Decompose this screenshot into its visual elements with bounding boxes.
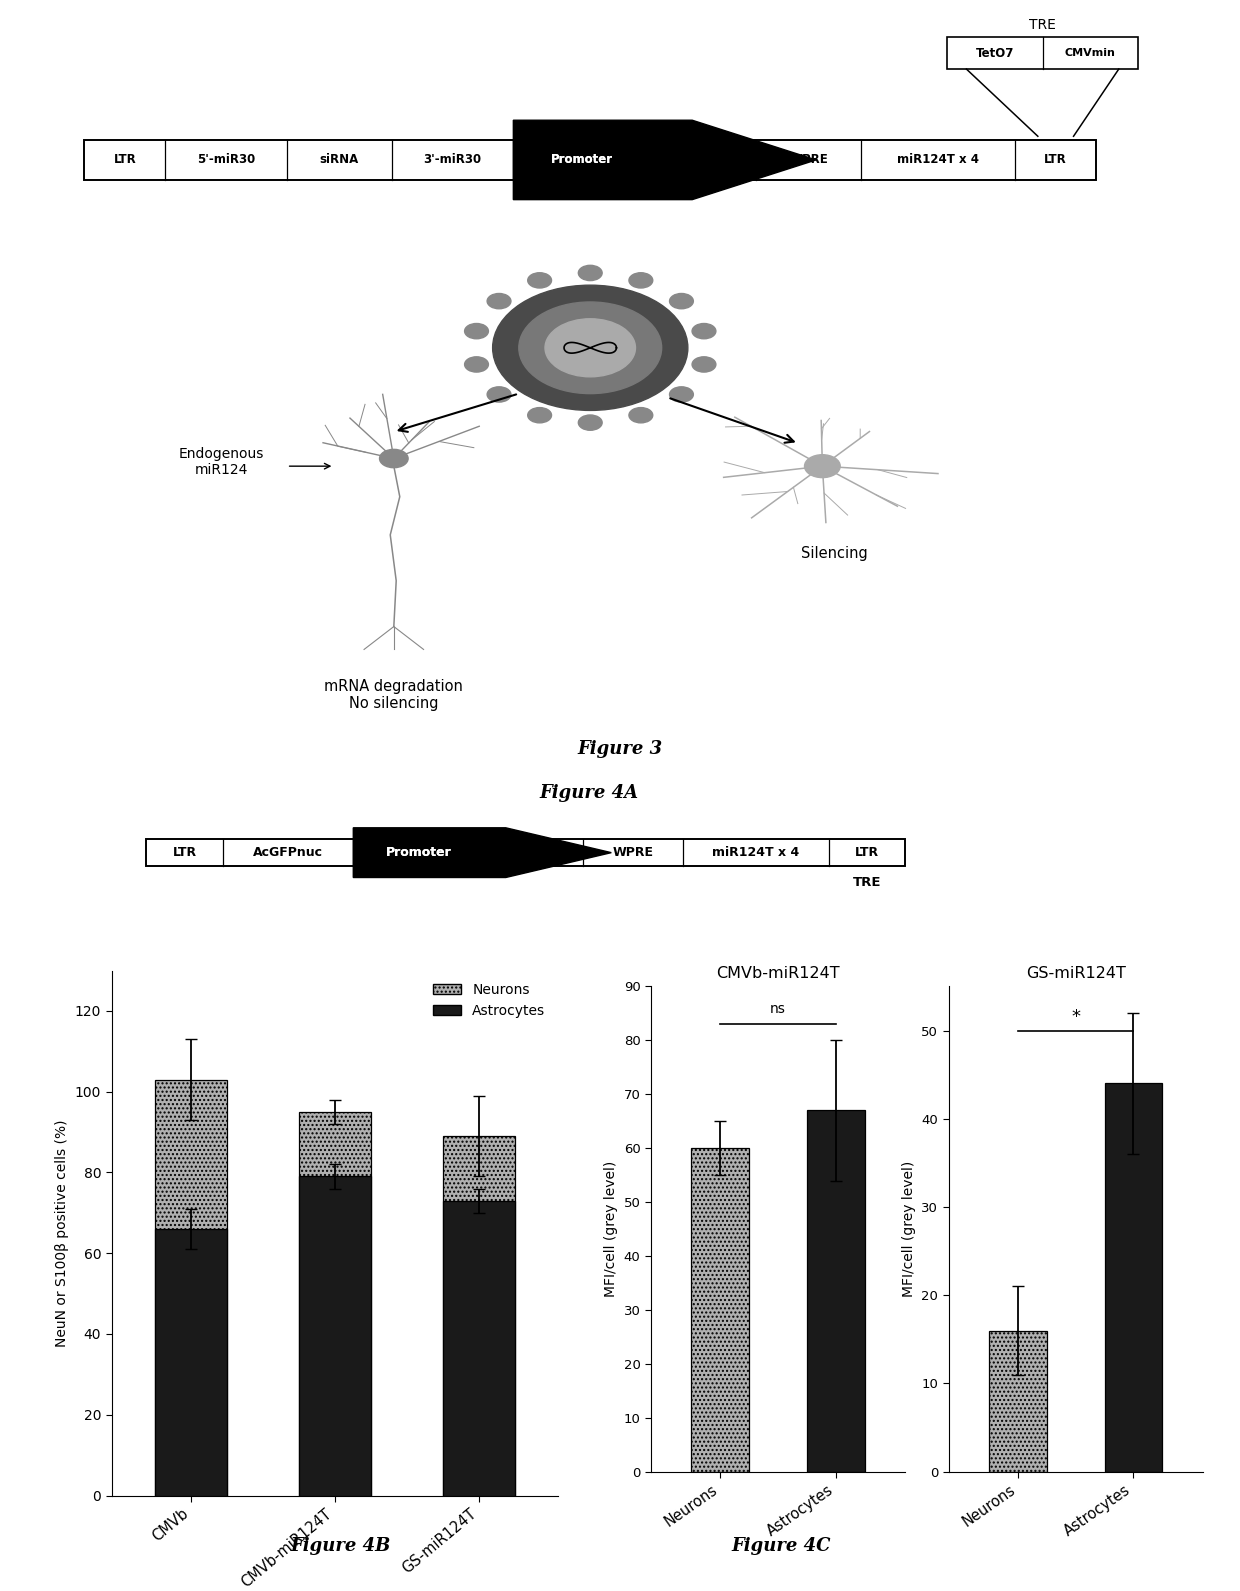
Text: CMVmin: CMVmin: [1065, 48, 1116, 57]
Text: WPRE: WPRE: [613, 846, 653, 859]
Circle shape: [629, 407, 652, 423]
Title: GS-miR124T: GS-miR124T: [1025, 966, 1126, 982]
Text: tTA/S2: tTA/S2: [511, 846, 557, 859]
Circle shape: [528, 272, 552, 288]
Text: miR124T x 4: miR124T x 4: [898, 153, 980, 167]
Circle shape: [692, 356, 715, 372]
Text: Promoter: Promoter: [551, 153, 614, 167]
Text: Promoter: Promoter: [386, 846, 451, 859]
Text: *: *: [1071, 1009, 1080, 1026]
Text: ns: ns: [770, 1002, 786, 1017]
Circle shape: [487, 293, 511, 309]
Bar: [443, 1136, 515, 1496]
Text: TRE: TRE: [853, 875, 882, 888]
FancyBboxPatch shape: [513, 140, 651, 180]
Text: siRNA: siRNA: [320, 153, 358, 167]
FancyBboxPatch shape: [947, 37, 1138, 68]
Text: Promoter: Promoter: [551, 153, 614, 167]
Text: WPRE: WPRE: [790, 153, 828, 167]
Bar: [155, 1228, 227, 1496]
FancyBboxPatch shape: [146, 838, 905, 867]
Text: mRNA degradation
No silencing: mRNA degradation No silencing: [325, 679, 464, 711]
Bar: [443, 1201, 515, 1496]
Bar: [692, 1149, 749, 1472]
Circle shape: [692, 323, 715, 339]
Circle shape: [379, 449, 408, 468]
Text: 3'-miR30: 3'-miR30: [424, 153, 481, 167]
Text: Figure 4B: Figure 4B: [291, 1537, 391, 1556]
Circle shape: [578, 266, 603, 280]
Circle shape: [670, 387, 693, 403]
Circle shape: [487, 387, 511, 403]
Text: tTA/S2: tTA/S2: [682, 153, 725, 167]
Bar: [807, 1111, 864, 1472]
Y-axis label: MFI/cell (grey level): MFI/cell (grey level): [901, 1161, 916, 1297]
Title: CMVb-miR124T: CMVb-miR124T: [717, 966, 839, 982]
FancyBboxPatch shape: [353, 838, 484, 867]
Bar: [1105, 1083, 1162, 1472]
Bar: [299, 1176, 371, 1496]
Circle shape: [578, 415, 603, 430]
Text: Figure 4C: Figure 4C: [732, 1537, 831, 1556]
Legend: Neurons, Astrocytes: Neurons, Astrocytes: [428, 977, 551, 1023]
Text: LTR: LTR: [1044, 153, 1068, 167]
Text: Silencing: Silencing: [801, 546, 868, 562]
Circle shape: [670, 293, 693, 309]
Text: Figure 4A: Figure 4A: [539, 784, 639, 802]
Text: 5'-miR30: 5'-miR30: [197, 153, 255, 167]
Bar: [990, 1330, 1047, 1472]
Text: LTR: LTR: [172, 846, 197, 859]
Circle shape: [629, 272, 652, 288]
Text: AcGFPnuc: AcGFPnuc: [253, 846, 324, 859]
Text: TetO7: TetO7: [976, 46, 1014, 59]
Bar: [299, 1112, 371, 1496]
Circle shape: [492, 285, 688, 410]
Text: Figure 3: Figure 3: [578, 740, 662, 757]
Text: miR124T x 4: miR124T x 4: [712, 846, 800, 859]
Circle shape: [465, 356, 489, 372]
Circle shape: [465, 323, 489, 339]
FancyArrow shape: [353, 827, 611, 878]
Text: LTR: LTR: [113, 153, 136, 167]
Text: TRE: TRE: [1029, 18, 1056, 32]
Text: LTR: LTR: [854, 846, 879, 859]
Circle shape: [546, 318, 635, 377]
Y-axis label: MFI/cell (grey level): MFI/cell (grey level): [604, 1161, 619, 1297]
FancyBboxPatch shape: [84, 140, 1096, 180]
Y-axis label: NeuN or S100β positive cells (%): NeuN or S100β positive cells (%): [56, 1120, 69, 1346]
Circle shape: [528, 407, 552, 423]
Bar: [155, 1080, 227, 1496]
Text: Endogenous
miR124: Endogenous miR124: [179, 447, 264, 477]
FancyArrow shape: [513, 121, 816, 199]
Circle shape: [805, 455, 841, 477]
Text: Promoter: Promoter: [386, 846, 451, 859]
Circle shape: [518, 302, 662, 393]
